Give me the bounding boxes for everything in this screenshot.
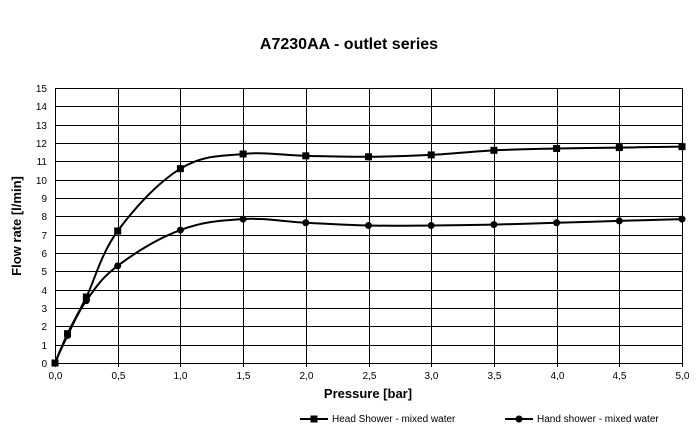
- data-point: [365, 153, 372, 161]
- x-tick-label: 0,5: [112, 371, 126, 382]
- legend-item: Hand shower - mixed water: [505, 414, 659, 425]
- data-point: [82, 293, 90, 301]
- legend-marker: [515, 415, 523, 423]
- data-point: [490, 221, 498, 229]
- data-point: [176, 165, 184, 173]
- data-point: [427, 222, 435, 229]
- legend-label: Head Shower - mixed water: [332, 414, 456, 425]
- y-tick-label: 7: [41, 231, 47, 242]
- y-tick-label: 5: [41, 267, 47, 278]
- data-point: [553, 145, 561, 152]
- y-tick-label: 4: [41, 286, 47, 297]
- y-tick-label: 11: [37, 157, 48, 168]
- y-tick-label: 3: [41, 304, 47, 315]
- y-tick-label: 0: [41, 359, 47, 370]
- data-point: [176, 226, 184, 234]
- legend-marker: [310, 415, 318, 423]
- legend-item: Head Shower - mixed water: [300, 414, 456, 425]
- data-point: [302, 219, 310, 227]
- series-2: [51, 215, 686, 367]
- data-point: [615, 217, 623, 225]
- y-tick-label: 13: [36, 121, 48, 132]
- y-tick-label: 9: [41, 194, 47, 205]
- x-tick-label: 4,0: [551, 371, 565, 382]
- x-tick-label: 4,5: [613, 371, 627, 382]
- data-point: [114, 227, 122, 235]
- x-axis-title: Pressure [bar]: [324, 386, 412, 401]
- x-tick-label: 3,0: [425, 371, 439, 382]
- y-tick-label: 10: [36, 176, 48, 187]
- plot-area-border: [55, 88, 683, 364]
- data-point: [490, 146, 498, 154]
- x-tick-label: 3,5: [488, 371, 502, 382]
- y-tick-label: 1: [41, 341, 47, 352]
- y-tick-label: 6: [41, 249, 47, 260]
- legend: Head Shower - mixed water Hand shower - m…: [300, 414, 659, 425]
- data-point: [302, 152, 310, 160]
- x-tick-label: 5,0: [676, 371, 690, 382]
- series-line: [54, 145, 683, 364]
- data-point: [427, 151, 435, 159]
- chart-title: A7230AA - outlet series: [260, 36, 438, 53]
- data-point: [114, 262, 122, 270]
- data-point: [239, 150, 247, 158]
- legend-label: Hand shower - mixed water: [537, 414, 659, 425]
- data-point: [615, 144, 623, 152]
- x-tick-label: 2,5: [363, 371, 377, 382]
- series-1: [51, 143, 686, 367]
- data-point: [553, 219, 561, 227]
- x-tick-label: 2,0: [300, 371, 314, 382]
- y-tick-label: 12: [36, 139, 48, 150]
- data-point: [239, 215, 247, 223]
- x-tick-label: 0,0: [49, 371, 63, 382]
- plot-frame: [55, 88, 683, 364]
- y-axis-title: Flow rate [l/min]: [9, 176, 24, 276]
- y-tick-label: 15: [36, 84, 48, 95]
- data-point: [82, 297, 90, 305]
- x-tick-label: 1,0: [174, 371, 188, 382]
- y-tick-label: 8: [41, 212, 47, 223]
- data-point: [365, 222, 372, 229]
- x-tick-label: 1,5: [237, 371, 251, 382]
- y-tick-label: 14: [36, 102, 48, 113]
- series-layer: [51, 143, 686, 367]
- data-point: [64, 332, 72, 339]
- y-tick-label: 2: [41, 322, 47, 333]
